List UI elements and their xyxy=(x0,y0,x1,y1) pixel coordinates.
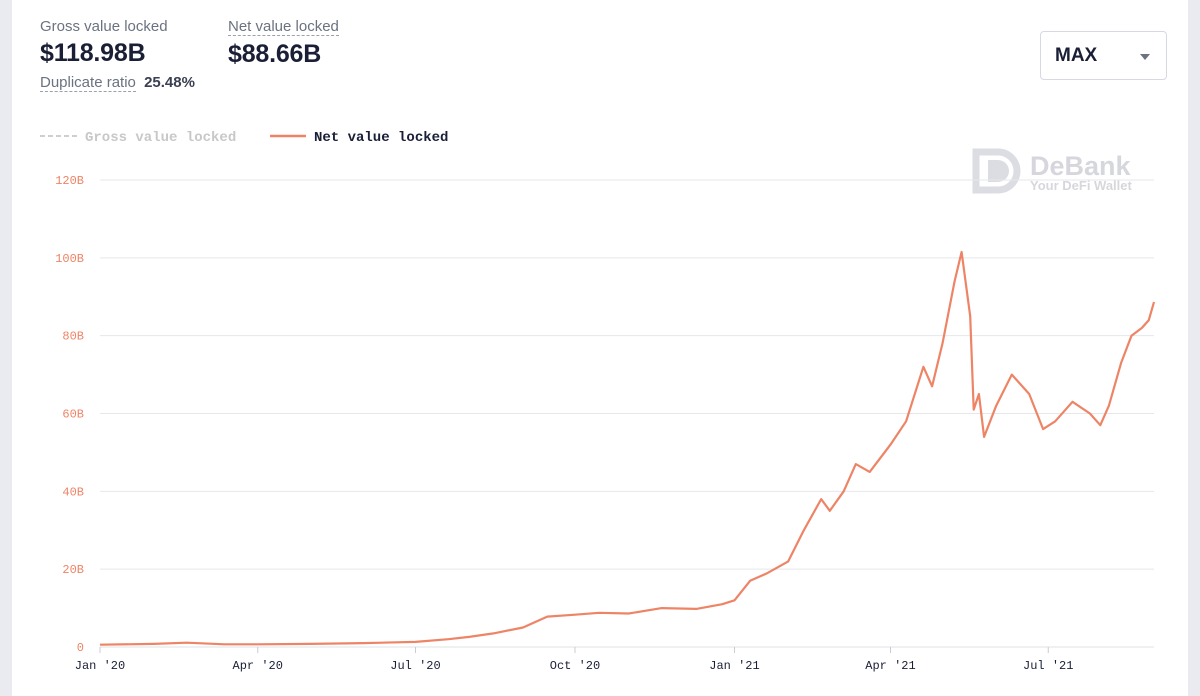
legend-item-gross[interactable]: Gross value locked xyxy=(40,130,236,146)
duplicate-ratio: Duplicate ratio 25.48% xyxy=(40,74,195,92)
x-tick-label: Jul '21 xyxy=(1023,659,1073,673)
duplicate-ratio-label[interactable]: Duplicate ratio xyxy=(40,74,136,92)
y-tick-label: 80B xyxy=(62,330,84,344)
y-tick-label: 40B xyxy=(62,485,84,499)
chevron-down-icon xyxy=(1140,54,1150,60)
x-tick-label: Jul '20 xyxy=(390,659,440,673)
x-axis: Jan '20 Apr '20 Jul '20 Oct '20 Jan '21 Apr '… xyxy=(75,647,1073,673)
tvl-line-chart: Gross value locked Net value locked DeBa… xyxy=(40,130,1156,673)
x-tick-label: Apr '21 xyxy=(865,659,915,673)
y-tick-label: 0 xyxy=(77,641,84,655)
y-tick-label: 120B xyxy=(55,174,84,188)
y-axis: 0 20B 40B 60B 80B 100B 120B xyxy=(55,174,84,655)
chart-legend: Gross value locked Net value locked xyxy=(40,130,448,146)
series-layer xyxy=(99,250,1156,646)
x-tick-label: Jan '21 xyxy=(709,659,759,673)
time-range-select[interactable]: MAX xyxy=(1040,31,1167,80)
debank-watermark: DeBank Your DeFi Wallet xyxy=(972,148,1133,194)
legend-label-net: Net value locked xyxy=(314,130,448,146)
watermark-tagline: Your DeFi Wallet xyxy=(1030,178,1133,193)
grid-lines xyxy=(100,179,1154,648)
watermark-brand: DeBank xyxy=(1030,151,1132,181)
gross-value-amount: $118.98B xyxy=(40,39,146,67)
x-tick-label: Apr '20 xyxy=(233,659,283,673)
x-tick-label: Jan '20 xyxy=(75,659,125,673)
gross-value-label: Gross value locked xyxy=(40,18,168,35)
y-tick-label: 20B xyxy=(62,563,84,577)
x-tick-label: Oct '20 xyxy=(550,659,600,673)
y-tick-label: 60B xyxy=(62,408,84,422)
gross-value-stat: Gross value locked $118.98B xyxy=(40,18,168,68)
debank-logo-icon xyxy=(972,148,1021,194)
legend-label-gross: Gross value locked xyxy=(85,130,236,146)
tvl-panel: Gross value locked $118.98B Net value lo… xyxy=(12,0,1188,696)
duplicate-ratio-value: 25.48% xyxy=(144,74,195,91)
series-line-net-value-locked xyxy=(99,250,1156,646)
net-value-amount: $88.66B xyxy=(228,40,322,68)
y-tick-label: 100B xyxy=(55,252,84,266)
time-range-value: MAX xyxy=(1055,44,1098,66)
legend-item-net[interactable]: Net value locked xyxy=(270,130,448,146)
net-value-label[interactable]: Net value locked xyxy=(228,18,339,36)
net-value-stat: Net value locked $88.66B xyxy=(228,18,339,69)
